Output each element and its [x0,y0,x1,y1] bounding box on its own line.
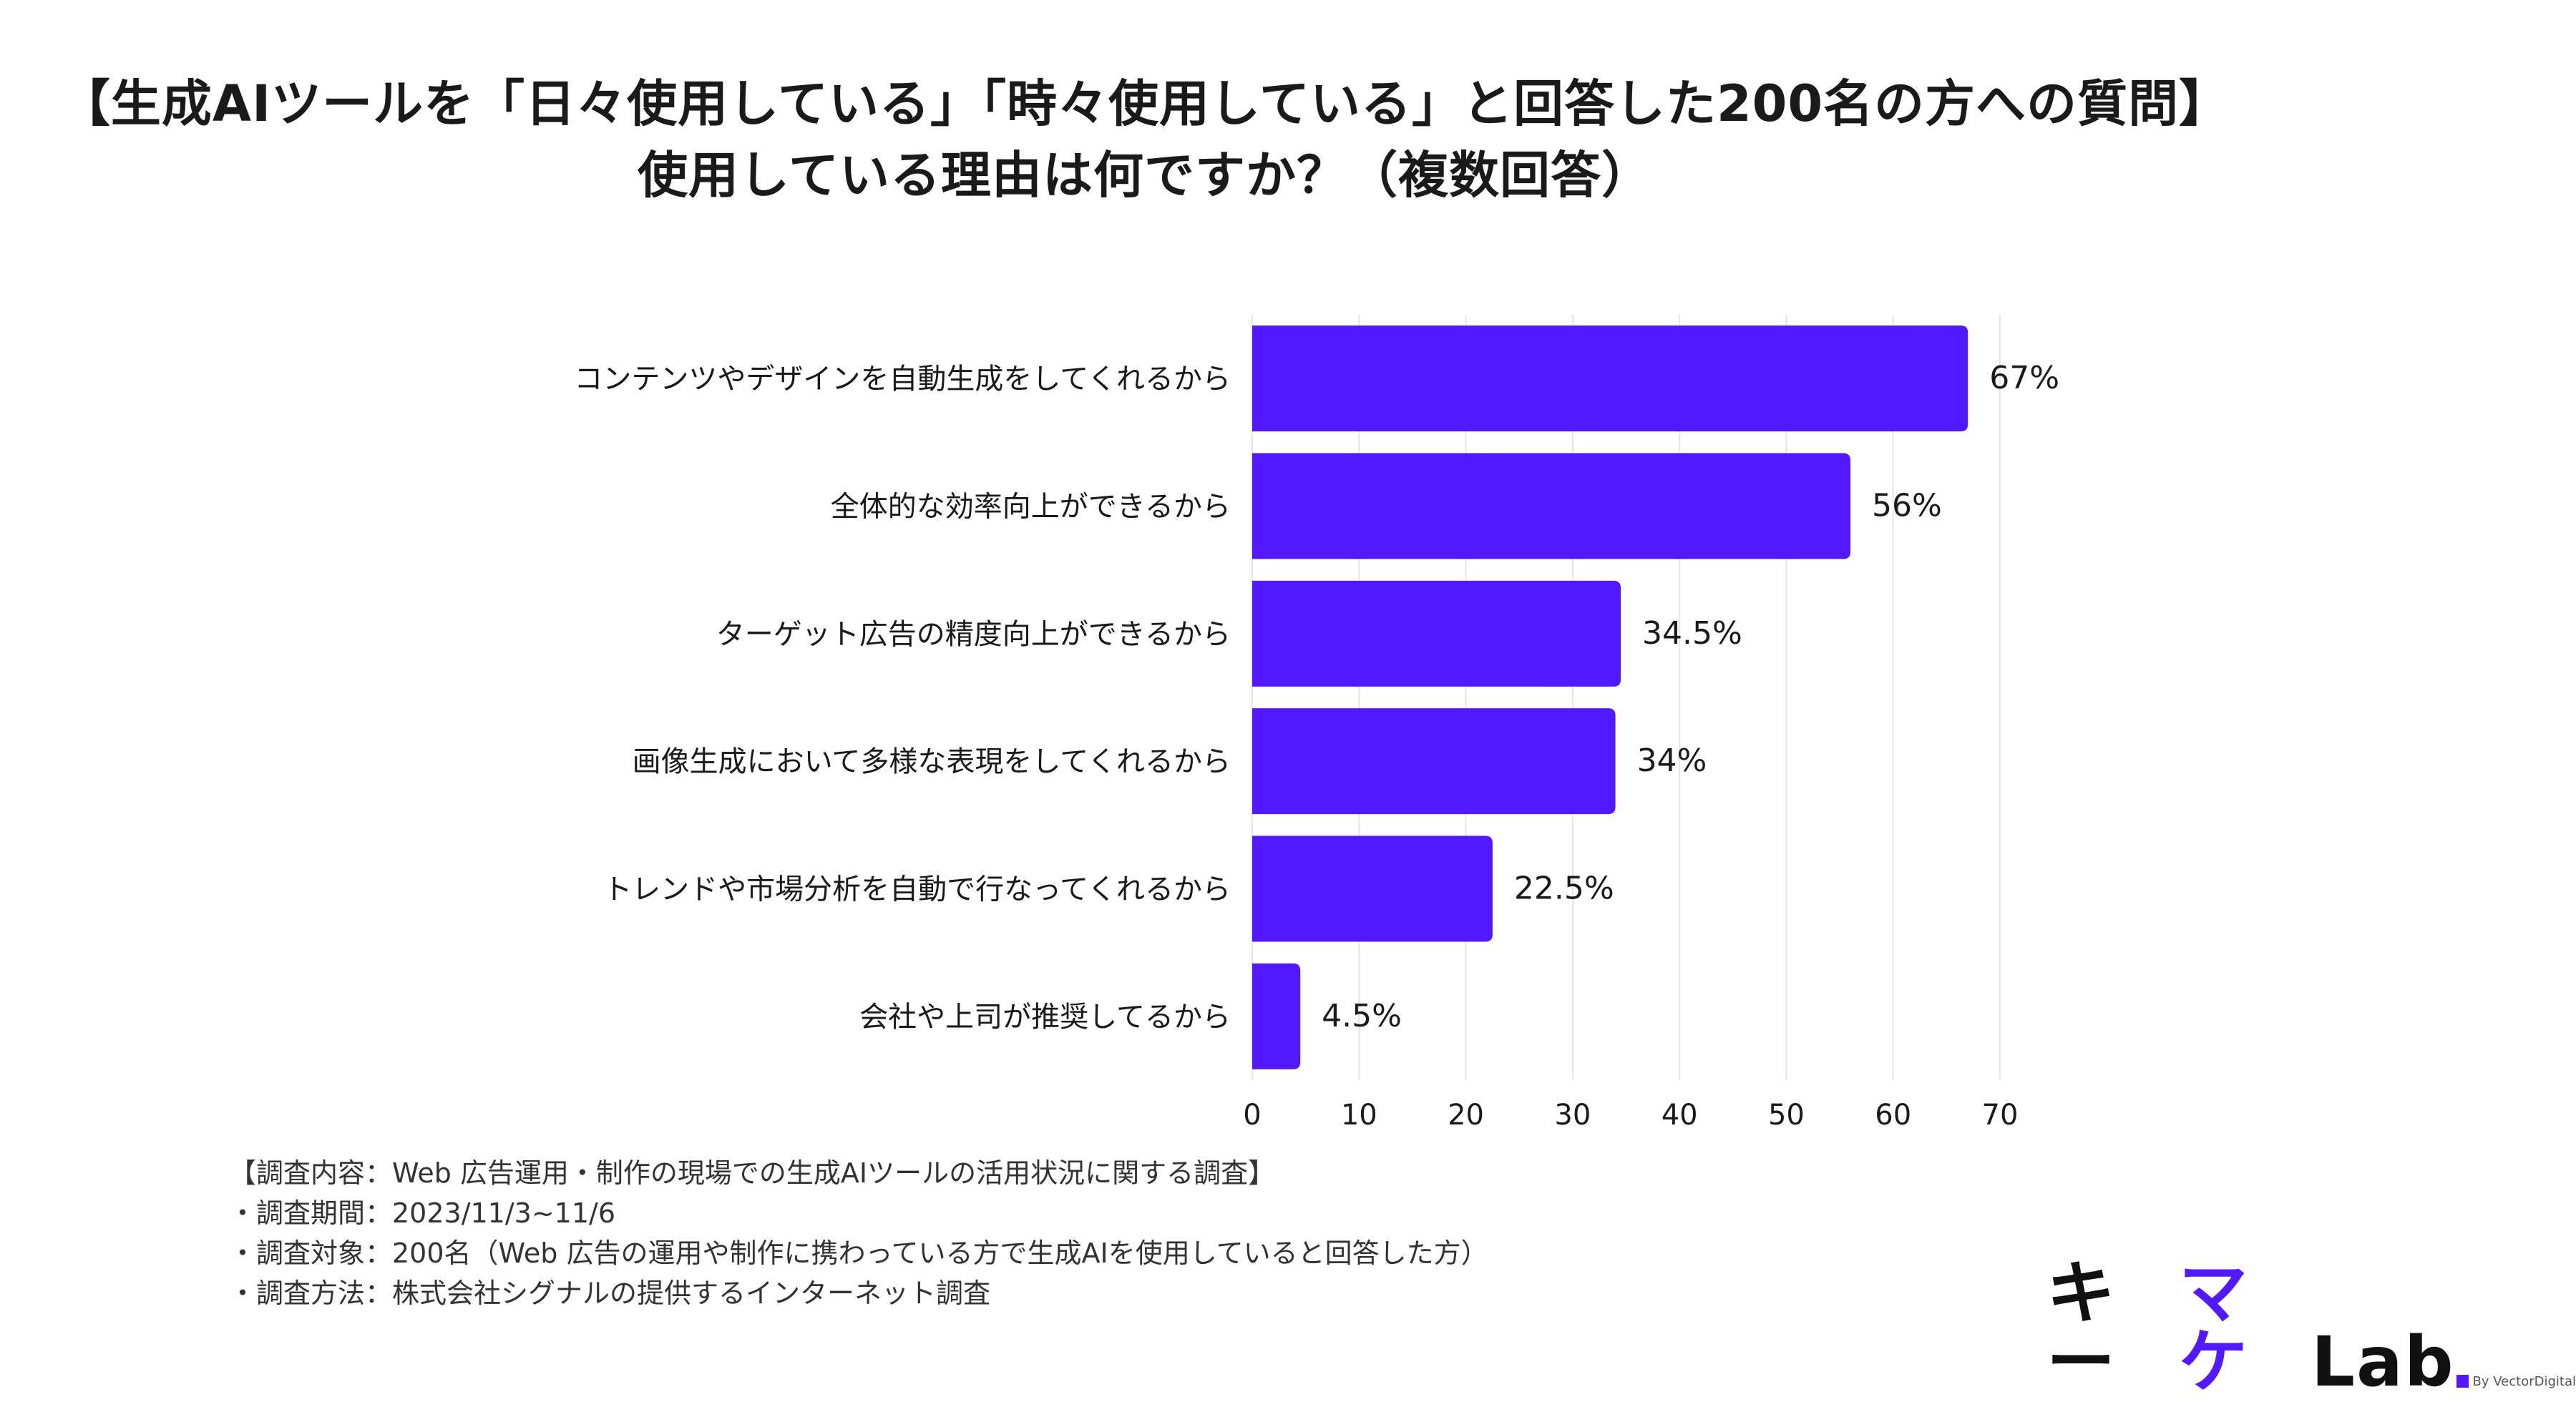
bar-chart: コンテンツやデザインを自動生成をしてくれるから 67% 全体的な効率向上ができるから… [574,315,2059,1132]
category-label-0: コンテンツやデザインを自動生成をしてくれるから [574,363,1231,396]
brand-logo: キー マケ Lab By VectorDigital [2046,1259,2576,1396]
bar-5 [1252,963,1301,1069]
logo-text-1: キー [2046,1253,2117,1402]
bar-2 [1252,580,1621,687]
x-tick-label-1: 10 [1341,1099,1377,1132]
bar-4 [1252,835,1493,942]
survey-notes: 【調査内容：Web 広告運用・制作の現場での生成AIツールの活用状況に関する調査… [229,1153,1488,1313]
logo-byline: By VectorDigital [2472,1374,2576,1389]
logo-text-2: マケ [2178,1253,2249,1402]
x-tick-label-5: 50 [1768,1099,1805,1132]
category-label-2: ターゲット広告の精度向上ができるから [716,618,1231,651]
x-tick-label-0: 0 [1243,1099,1261,1132]
bar-0 [1252,325,1968,432]
logo-text-3: Lab [2311,1322,2455,1402]
value-label-0: 67% [1989,360,2059,396]
title-line-2: 使用している理由は何ですか？（複数回答） [638,146,1652,205]
note-survey-method: ・調査方法：株式会社シグナルの提供するインターネット調査 [229,1278,991,1309]
x-tick-label-6: 60 [1875,1099,1911,1132]
category-label-4: トレンドや市場分析を自動で行なってくれるから [603,873,1231,906]
category-label-1: 全体的な効率向上ができるから [831,491,1231,524]
value-label-3: 34% [1637,742,1707,779]
value-label-4: 22.5% [1514,871,1614,907]
value-label-5: 4.5% [1322,998,1402,1034]
x-tick-label-7: 70 [1982,1099,2019,1132]
note-survey-period: ・調査期間：2023/11/3~11/6 [229,1197,616,1229]
note-survey-target: ・調査対象：200名（Web 広告の運用や制作に携わっている方で生成AIを使用し… [229,1237,1488,1269]
x-tick-label-3: 30 [1554,1099,1591,1132]
value-label-2: 34.5% [1642,615,1742,652]
bar-3 [1252,708,1616,815]
bar-1 [1252,453,1850,559]
x-tick-label-4: 40 [1662,1099,1698,1132]
category-label-5: 会社や上司が推奨してるから [859,1001,1231,1034]
value-label-1: 56% [1872,488,1942,524]
category-label-3: 画像生成において多様な表現をしてくれるから [633,745,1231,778]
logo-dot-icon [2456,1375,2469,1388]
chart-title: 【生成AIツールを「日々使用している」「時々使用している」と回答した200名の方… [0,68,2290,211]
x-tick-label-2: 20 [1448,1099,1484,1132]
title-line-1: 【生成AIツールを「日々使用している」「時々使用している」と回答した200名の方… [59,74,2230,133]
note-survey-content: 【調査内容：Web 広告運用・制作の現場での生成AIツールの活用状況に関する調査… [229,1157,1276,1189]
